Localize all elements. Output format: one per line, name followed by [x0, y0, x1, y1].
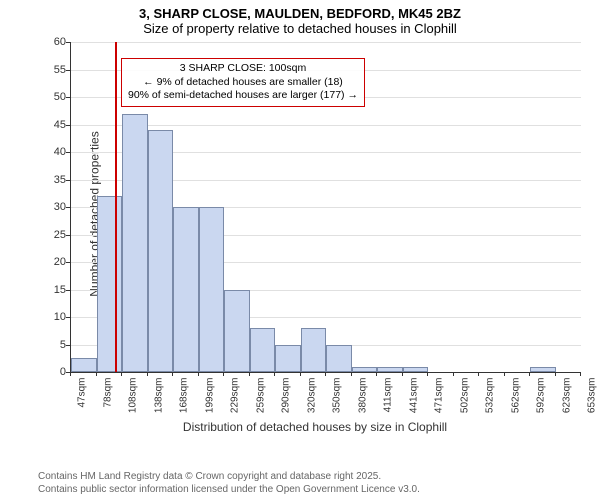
- ytick-label: 55: [36, 64, 66, 76]
- ytick-mark: [66, 125, 70, 126]
- annotation-line: 90% of semi-detached houses are larger (…: [128, 89, 358, 103]
- xtick-label: 229sqm: [230, 378, 241, 418]
- ytick-mark: [66, 262, 70, 263]
- xtick-mark: [529, 372, 530, 376]
- xtick-label: 320sqm: [306, 378, 317, 418]
- xtick-mark: [96, 372, 97, 376]
- ytick-mark: [66, 290, 70, 291]
- ytick-label: 60: [36, 36, 66, 48]
- histogram-bar: [173, 207, 199, 372]
- xtick-label: 108sqm: [128, 378, 139, 418]
- xtick-mark: [70, 372, 71, 376]
- ytick-label: 0: [36, 366, 66, 378]
- x-axis-label: Distribution of detached houses by size …: [50, 420, 580, 434]
- xtick-label: 502sqm: [459, 378, 470, 418]
- xtick-label: 350sqm: [332, 378, 343, 418]
- histogram-bar: [224, 290, 250, 373]
- histogram-bar: [250, 328, 276, 372]
- histogram-bar: [71, 358, 97, 372]
- title-sub: Size of property relative to detached ho…: [0, 21, 600, 36]
- annotation-box: 3 SHARP CLOSE: 100sqm← 9% of detached ho…: [121, 58, 365, 107]
- histogram-bar: [403, 367, 429, 373]
- xtick-mark: [274, 372, 275, 376]
- xtick-label: 199sqm: [204, 378, 215, 418]
- xtick-mark: [427, 372, 428, 376]
- xtick-label: 78sqm: [102, 378, 113, 418]
- attribution-footer: Contains HM Land Registry data © Crown c…: [38, 471, 420, 496]
- xtick-label: 592sqm: [536, 378, 547, 418]
- xtick-label: 168sqm: [179, 378, 190, 418]
- xtick-mark: [147, 372, 148, 376]
- ytick-label: 45: [36, 119, 66, 131]
- ytick-mark: [66, 42, 70, 43]
- histogram-bar: [122, 114, 148, 373]
- footer-line-2: Contains public sector information licen…: [38, 484, 420, 497]
- ytick-label: 40: [36, 146, 66, 158]
- xtick-label: 441sqm: [408, 378, 419, 418]
- xtick-label: 411sqm: [383, 378, 394, 418]
- xtick-label: 380sqm: [357, 378, 368, 418]
- ytick-mark: [66, 97, 70, 98]
- chart-area: Number of detached properties 3 SHARP CL…: [50, 42, 580, 402]
- xtick-mark: [198, 372, 199, 376]
- xtick-label: 471sqm: [434, 378, 445, 418]
- ytick-mark: [66, 180, 70, 181]
- xtick-mark: [223, 372, 224, 376]
- ytick-label: 30: [36, 201, 66, 213]
- title-main: 3, SHARP CLOSE, MAULDEN, BEDFORD, MK45 2…: [0, 6, 600, 21]
- xtick-mark: [121, 372, 122, 376]
- ytick-label: 15: [36, 284, 66, 296]
- chart-titles: 3, SHARP CLOSE, MAULDEN, BEDFORD, MK45 2…: [0, 0, 600, 36]
- ytick-mark: [66, 235, 70, 236]
- xtick-mark: [325, 372, 326, 376]
- plot-region: 3 SHARP CLOSE: 100sqm← 9% of detached ho…: [70, 42, 581, 373]
- xtick-mark: [580, 372, 581, 376]
- gridline: [71, 42, 581, 43]
- xtick-mark: [402, 372, 403, 376]
- histogram-bar: [352, 367, 378, 373]
- reference-line: [115, 42, 117, 372]
- ytick-label: 35: [36, 174, 66, 186]
- xtick-mark: [376, 372, 377, 376]
- xtick-mark: [555, 372, 556, 376]
- xtick-label: 653sqm: [587, 378, 598, 418]
- ytick-mark: [66, 345, 70, 346]
- ytick-label: 25: [36, 229, 66, 241]
- xtick-label: 532sqm: [485, 378, 496, 418]
- ytick-mark: [66, 207, 70, 208]
- xtick-label: 562sqm: [510, 378, 521, 418]
- xtick-mark: [453, 372, 454, 376]
- xtick-label: 290sqm: [281, 378, 292, 418]
- histogram-bar: [275, 345, 301, 373]
- histogram-bar: [97, 196, 123, 372]
- xtick-label: 259sqm: [255, 378, 266, 418]
- ytick-label: 10: [36, 311, 66, 323]
- xtick-mark: [504, 372, 505, 376]
- histogram-bar: [199, 207, 225, 372]
- histogram-bar: [326, 345, 352, 373]
- ytick-label: 20: [36, 256, 66, 268]
- ytick-mark: [66, 70, 70, 71]
- annotation-line: ← 9% of detached houses are smaller (18): [128, 76, 358, 90]
- xtick-mark: [249, 372, 250, 376]
- ytick-mark: [66, 152, 70, 153]
- histogram-bar: [148, 130, 174, 372]
- xtick-mark: [172, 372, 173, 376]
- annotation-line: 3 SHARP CLOSE: 100sqm: [128, 62, 358, 76]
- histogram-bar: [530, 367, 556, 373]
- xtick-label: 47sqm: [77, 378, 88, 418]
- footer-line-1: Contains HM Land Registry data © Crown c…: [38, 471, 420, 484]
- histogram-bar: [301, 328, 327, 372]
- xtick-mark: [351, 372, 352, 376]
- ytick-mark: [66, 317, 70, 318]
- xtick-label: 138sqm: [153, 378, 164, 418]
- xtick-label: 623sqm: [561, 378, 572, 418]
- ytick-label: 50: [36, 91, 66, 103]
- xtick-mark: [478, 372, 479, 376]
- histogram-bar: [377, 367, 403, 373]
- xtick-mark: [300, 372, 301, 376]
- ytick-label: 5: [36, 339, 66, 351]
- gridline: [71, 125, 581, 126]
